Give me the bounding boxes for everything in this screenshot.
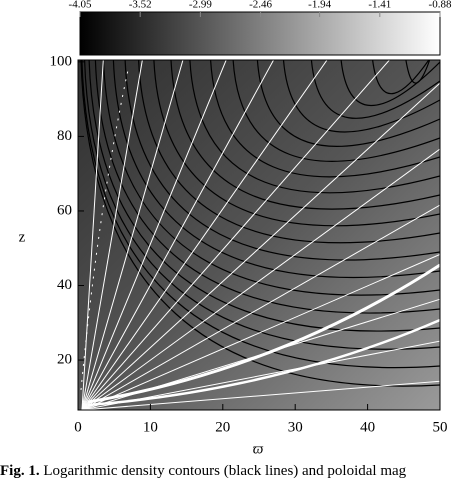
y-axis-label: z bbox=[19, 229, 26, 245]
density-contour bbox=[138, 60, 440, 244]
density-contour bbox=[405, 60, 431, 84]
y-tick-label: 60 bbox=[57, 202, 72, 218]
field-line bbox=[81, 60, 227, 410]
caption-label: Fig. 1. bbox=[0, 463, 40, 479]
x-tick-label: 30 bbox=[288, 419, 303, 435]
density-contour bbox=[440, 5, 446, 74]
field-line bbox=[81, 60, 275, 410]
density-contour bbox=[232, 60, 440, 162]
colorbar-tick-label: -3.52 bbox=[129, 0, 152, 11]
field-line bbox=[81, 253, 440, 410]
field-line bbox=[81, 60, 143, 410]
density-contour bbox=[372, 60, 430, 95]
caption-text: Logarithmic density contours (black line… bbox=[43, 463, 406, 479]
density-contour bbox=[310, 60, 440, 119]
density-contour bbox=[170, 60, 440, 210]
field-line bbox=[81, 60, 391, 410]
x-tick-label: 10 bbox=[143, 419, 158, 435]
plot-frame bbox=[77, 59, 441, 411]
field-line bbox=[81, 298, 440, 410]
density-contour bbox=[81, 60, 440, 369]
density-contour bbox=[210, 60, 440, 178]
density-contour bbox=[153, 60, 440, 227]
x-axis-label: ϖ bbox=[253, 441, 264, 457]
density-contour bbox=[189, 60, 440, 194]
field-line bbox=[81, 148, 440, 410]
field-line bbox=[81, 204, 440, 410]
field-line bbox=[81, 340, 440, 410]
density-contour bbox=[80, 60, 440, 387]
x-tick-label: 40 bbox=[360, 419, 375, 435]
caption: Fig. 1. Logarithmic density contours (bl… bbox=[0, 463, 407, 479]
density-contour bbox=[112, 60, 440, 278]
field-line bbox=[81, 60, 104, 410]
colorbar-gradient bbox=[79, 11, 441, 56]
colorbar-tick-label: -0.88 bbox=[429, 0, 452, 11]
y-tick-label: 80 bbox=[57, 128, 72, 144]
colorbar-tick-label: -1.41 bbox=[368, 0, 391, 11]
colorbar-tick-label: -2.99 bbox=[189, 0, 212, 11]
field-line bbox=[81, 380, 440, 410]
plot-area bbox=[78, 5, 446, 410]
y-tick-label: 40 bbox=[57, 277, 72, 293]
current-sheet bbox=[87, 318, 440, 407]
density-contour bbox=[94, 60, 440, 314]
colorbar-tick-label: -4.05 bbox=[69, 0, 92, 11]
colorbar-tick-label: -1.94 bbox=[308, 0, 331, 11]
field-line bbox=[81, 60, 328, 410]
x-tick-label: 0 bbox=[74, 419, 82, 435]
current-sheet bbox=[87, 263, 440, 404]
field-line bbox=[81, 82, 440, 410]
x-tick-label: 20 bbox=[215, 419, 230, 435]
y-tick-label: 100 bbox=[50, 53, 73, 69]
x-tick-label: 50 bbox=[433, 419, 448, 435]
colorbar: -4.05 -3.52 -2.99 -2.46 -1.94 -1.41 -0.88 bbox=[69, 0, 452, 56]
colorbar-tick-label: -2.46 bbox=[249, 0, 272, 11]
density-contour bbox=[256, 60, 440, 147]
density-contour bbox=[84, 60, 440, 350]
y-tick-label: 20 bbox=[57, 351, 72, 367]
field-line bbox=[81, 60, 184, 410]
density-field bbox=[78, 60, 440, 410]
